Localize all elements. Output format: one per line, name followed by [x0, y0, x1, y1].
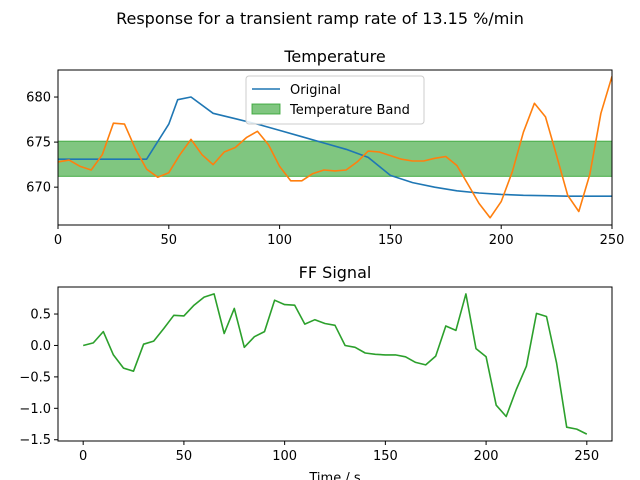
temperature-legend: Original Temperature Band	[245, 75, 425, 125]
y-tick-label: 0.0	[30, 339, 51, 354]
ff-signal-chart-title: FF Signal	[299, 263, 372, 282]
ff-signal-chart: FF Signal 0 50 100 150 200 250 −1.5 −1.0 −0.5 0.…	[19, 263, 613, 480]
legend-band-swatch	[251, 103, 281, 115]
temperature-chart: Temperature 0 50 100 150 200 250 670 675 680 Or…	[26, 47, 624, 248]
y-tick-label: −0.5	[19, 370, 51, 385]
x-tick-label: 150	[373, 449, 398, 464]
x-tick-label: 150	[378, 233, 403, 248]
y-tick-label: 680	[26, 91, 51, 106]
original-series-line	[58, 96, 612, 197]
ff-signal-plot-frame	[57, 286, 613, 442]
series-0-1-line	[58, 76, 612, 219]
temperature-chart-title: Temperature	[283, 47, 385, 66]
x-tick-label: 200	[474, 449, 499, 464]
temperature-plot-frame	[57, 69, 613, 226]
y-tick-label: −1.5	[19, 433, 51, 448]
x-tick-label: 0	[79, 449, 87, 464]
series-1-0-line	[83, 293, 588, 435]
y-tick-label: 0.5	[30, 308, 51, 323]
x-tick-label: 250	[600, 233, 625, 248]
x-tick-label: 100	[267, 233, 292, 248]
x-tick-label: 50	[176, 449, 193, 464]
x-tick-label: 250	[574, 449, 599, 464]
x-tick-label: 50	[161, 233, 178, 248]
y-tick-label: 675	[26, 136, 51, 151]
ff-signal-x-axis-label: Time / s	[308, 471, 360, 480]
legend-band-label: Temperature Band	[289, 103, 410, 118]
x-tick-label: 200	[489, 233, 514, 248]
y-tick-label: 670	[26, 181, 51, 196]
legend-original-label: Original	[290, 83, 341, 98]
y-tick-label: −1.0	[19, 402, 51, 417]
legend-box	[245, 75, 425, 125]
x-tick-label: 100	[272, 449, 297, 464]
x-tick-label: 0	[54, 233, 62, 248]
figure-title: Response for a transient ramp rate of 13…	[116, 9, 524, 28]
